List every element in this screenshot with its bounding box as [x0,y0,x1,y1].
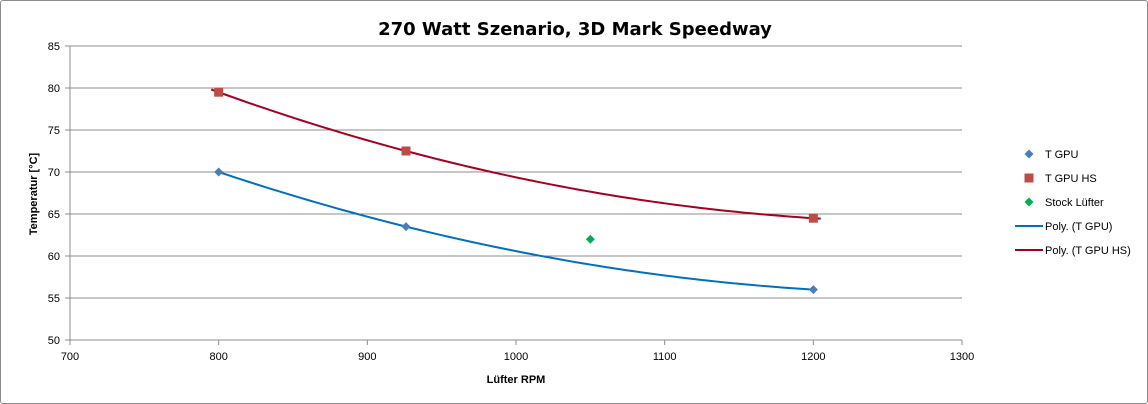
marker-layer [214,87,818,295]
data-point-t-gpu [214,167,224,177]
trendline-layer [210,88,821,291]
data-point-t-gpu-hs [401,146,411,156]
y-tick-label: 65 [48,209,60,221]
x-tick-label: 1000 [504,351,528,363]
legend-label: T GPU HS [1045,173,1097,185]
y-tick-label: 70 [48,167,60,179]
legend-label: Poly. (T GPU HS) [1045,245,1131,257]
legend: T GPU T GPU HS Stock Lüfter Poly. (T GPU) Po… [1015,149,1131,257]
legend-label: Poly. (T GPU) [1045,221,1112,233]
data-point-t-gpu [808,285,818,295]
x-tick-label: 800 [209,351,227,363]
y-tick-label: 50 [48,335,60,347]
x-axis-title: Lüfter RPM [487,374,546,386]
data-point-t-gpu [401,222,411,232]
y-tick-label: 55 [48,293,60,305]
legend-label: Stock Lüfter [1045,197,1104,209]
legend-swatch-marker [1024,173,1034,183]
legend-label: T GPU [1045,149,1078,161]
y-tick-label: 75 [48,125,60,137]
legend-swatch-marker [1024,197,1034,207]
data-point-t-gpu-hs [214,87,224,97]
x-tick-label: 1100 [653,351,677,363]
axis-layer: 50 55 60 65 70 75 80 85 700 800 900 1000 1100 1200 130… [48,41,974,363]
trendline-t-gpu [218,171,814,291]
trendline-t-gpu-hs [210,88,821,220]
legend-swatch-marker [1024,149,1034,159]
data-point-t-gpu-hs [808,213,818,223]
chart-title: 270 Watt Szenario, 3D Mark Speedway [378,19,772,40]
x-tick-label: 700 [61,351,79,363]
x-tick-label: 1200 [801,351,825,363]
y-tick-label: 80 [48,83,60,95]
grid-layer [70,45,962,341]
y-tick-label: 60 [48,251,60,263]
y-tick-label: 85 [48,41,60,53]
x-tick-label: 1300 [950,351,974,363]
data-point-stock-l-fter [585,234,595,244]
y-axis-title: Temperatur [°C] [28,152,40,235]
x-tick-label: 900 [358,351,376,363]
